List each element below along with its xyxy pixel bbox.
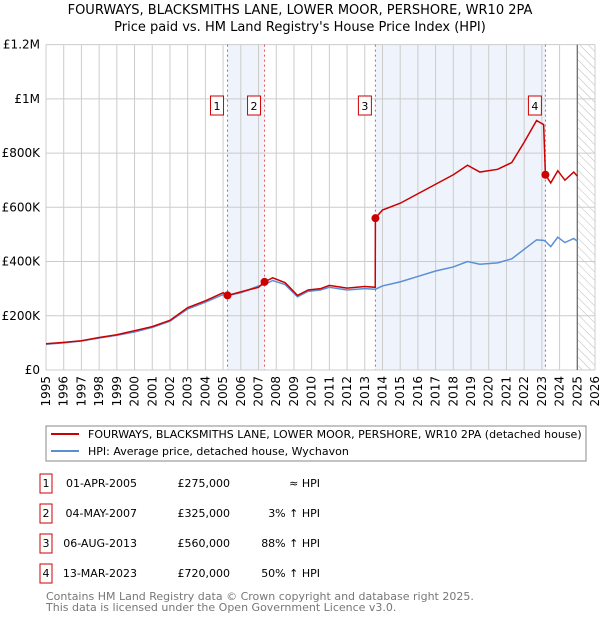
x-tick-label: 2019: [464, 376, 478, 407]
row-number: 4: [43, 567, 50, 580]
y-tick-label: £800K: [2, 146, 42, 160]
table-row: 4 13-MAR-2023 £720,000 50% ↑ HPI: [39, 563, 320, 584]
legend-label-hpi: HPI: Average price, detached house, Wych…: [88, 445, 349, 458]
sale-price: £560,000: [178, 537, 231, 550]
row-number: 1: [43, 477, 50, 490]
x-tick-label: 2023: [535, 376, 549, 407]
sale-point: [223, 291, 232, 300]
x-tick-label: 2013: [358, 376, 372, 407]
x-tick-label: 1997: [74, 376, 88, 407]
x-tick-label: 2002: [163, 376, 177, 407]
x-tick-label: 2018: [446, 376, 460, 407]
sale-price: £275,000: [178, 477, 231, 490]
sale-date: 04-MAY-2007: [65, 507, 137, 520]
x-tick-label: 2017: [429, 376, 443, 407]
footer-line-2: This data is licensed under the Open Gov…: [45, 601, 396, 614]
table-row: 2 04-MAY-2007 £325,000 3% ↑ HPI: [39, 503, 320, 524]
x-tick-label: 2010: [305, 376, 319, 407]
sale-date: 06-AUG-2013: [63, 537, 137, 550]
sale-point: [260, 277, 269, 286]
x-tick-label: 2009: [287, 376, 301, 407]
x-tick-label: 1998: [92, 376, 106, 407]
x-tick-label: 2005: [216, 376, 230, 407]
row-number-box: [39, 563, 53, 584]
x-tick-label: 1996: [57, 376, 71, 407]
chart-title: FOURWAYS, BLACKSMITHS LANE, LOWER MOOR, …: [68, 3, 533, 18]
x-tick-label: 2015: [393, 376, 407, 407]
x-tick-label: 2026: [588, 376, 600, 407]
x-tick-label: 2008: [269, 376, 283, 407]
x-tick-label: 2003: [181, 376, 195, 407]
sale-label-box: [357, 95, 372, 116]
sale-price: £325,000: [178, 507, 231, 520]
x-tick-label: 2021: [499, 376, 513, 407]
x-tick-label: 2000: [128, 376, 142, 407]
x-tick-label: 2012: [340, 376, 354, 407]
hpi-comparison: 50% ↑ HPI: [261, 567, 320, 580]
x-tick-label: 2004: [198, 376, 212, 407]
row-number: 3: [43, 537, 50, 550]
sale-label-number: 3: [361, 100, 368, 113]
sale-label-box: [210, 95, 225, 116]
sale-point: [541, 170, 550, 179]
x-tick-label: 2022: [517, 376, 531, 407]
hpi-line: [45, 236, 578, 345]
legend: FOURWAYS, BLACKSMITHS LANE, LOWER MOOR, …: [45, 425, 587, 462]
row-number: 2: [43, 507, 50, 520]
y-tick-label: £0: [25, 363, 40, 377]
x-tick-label: 1995: [39, 376, 53, 407]
table-row: 3 06-AUG-2013 £560,000 88% ↑ HPI: [39, 533, 320, 554]
property-price-line: [45, 119, 578, 345]
chart-subtitle: Price paid vs. HM Land Registry's House …: [114, 20, 486, 35]
sales-table: 1 01-APR-2005 £275,000 ≈ HPI 2 04-MAY-2007 £32…: [39, 473, 320, 584]
hpi-comparison: 3% ↑ HPI: [268, 507, 320, 520]
sale-label-number: 4: [531, 100, 538, 113]
x-tick-label: 1999: [110, 376, 124, 407]
row-number-box: [39, 533, 53, 554]
x-tick-label: 2006: [234, 376, 248, 407]
sale-date: 13-MAR-2023: [63, 567, 137, 580]
table-row: 1 01-APR-2005 £275,000 ≈ HPI: [39, 473, 320, 494]
x-tick-label: 2011: [322, 376, 336, 407]
sale-label-number: 1: [214, 100, 221, 113]
hpi-comparison: 88% ↑ HPI: [261, 537, 320, 550]
sale-label-box: [247, 95, 262, 116]
y-tick-label: £1.2M: [3, 38, 40, 52]
x-tick-label: 2020: [482, 376, 496, 407]
y-tick-label: £600K: [2, 200, 42, 214]
sale-label-number: 2: [251, 100, 258, 113]
row-number-box: [39, 473, 53, 494]
y-tick-label: £400K: [2, 255, 42, 269]
sale-price: £720,000: [178, 567, 231, 580]
sale-point: [371, 214, 380, 223]
x-tick-label: 2016: [411, 376, 425, 407]
legend-label-property: FOURWAYS, BLACKSMITHS LANE, LOWER MOOR, …: [88, 428, 582, 441]
x-tick-label: 2014: [375, 376, 389, 407]
x-tick-label: 2024: [553, 376, 567, 407]
hpi-comparison: ≈ HPI: [289, 477, 320, 490]
x-tick-label: 2007: [252, 376, 266, 407]
sale-date: 01-APR-2005: [66, 477, 137, 490]
y-tick-label: £200K: [2, 309, 42, 323]
footer-line-1: Contains HM Land Registry data © Crown c…: [46, 590, 474, 603]
row-number-box: [39, 503, 53, 524]
sale-label-box: [527, 95, 542, 116]
x-tick-label: 2001: [145, 376, 159, 407]
x-tick-label: 2025: [570, 376, 584, 407]
y-tick-label: £1M: [14, 92, 40, 106]
